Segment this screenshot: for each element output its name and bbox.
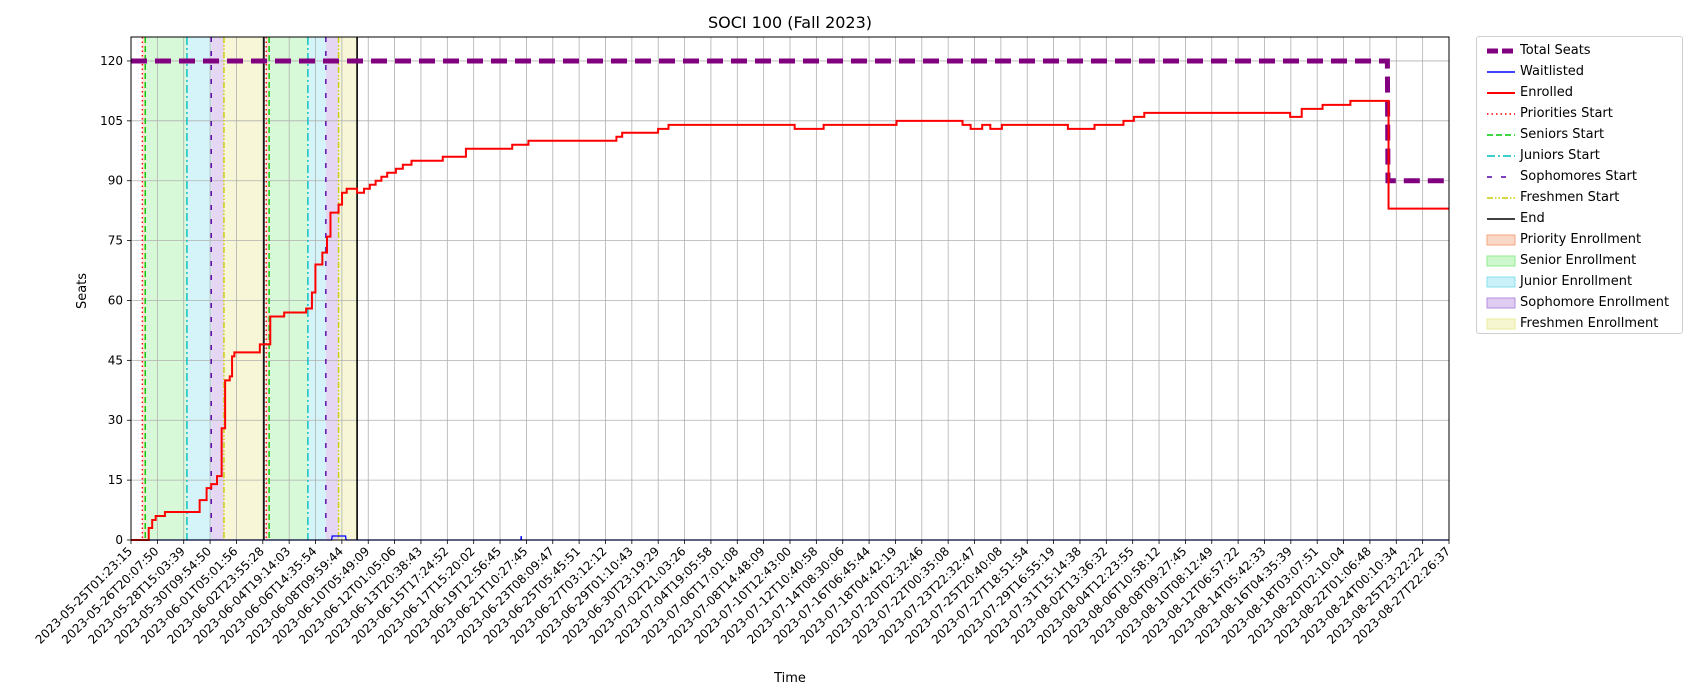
- legend-item: Junior Enrollment: [1477, 272, 1682, 293]
- legend-label: Freshmen Enrollment: [1520, 316, 1659, 331]
- legend-swatch: [1487, 48, 1515, 54]
- x-axis-label: Time: [773, 671, 806, 686]
- legend-swatch: [1487, 176, 1515, 178]
- plot-frame: [130, 36, 1450, 541]
- legend-label: Sophomore Enrollment: [1520, 295, 1670, 310]
- legend-label: Priorities Start: [1520, 106, 1613, 121]
- legend-swatch: [1487, 71, 1515, 73]
- legend-item: Priority Enrollment: [1477, 230, 1682, 251]
- span-sophomore-enrollment-1: [211, 37, 224, 540]
- y-tick-label: 15: [108, 473, 123, 487]
- span-junior-enrollment-1: [186, 37, 212, 540]
- y-tick-label: 75: [108, 234, 123, 248]
- legend-label: Freshmen Start: [1520, 190, 1620, 205]
- legend-item: Senior Enrollment: [1477, 251, 1682, 272]
- legend-label: Juniors Start: [1520, 148, 1600, 163]
- chart-legend: Total Seats Waitlisted Enrolled Priorities …: [1476, 36, 1683, 334]
- legend-item: Juniors Start: [1477, 146, 1682, 167]
- legend-item: Total Seats: [1477, 41, 1682, 62]
- span-sophomore-enrollment-2: [325, 37, 339, 540]
- legend-item: Waitlisted: [1477, 62, 1682, 83]
- legend-label: End: [1520, 211, 1545, 226]
- plot-area: [130, 37, 1450, 541]
- y-tick-label: 45: [108, 353, 123, 367]
- legend-label: Junior Enrollment: [1520, 274, 1633, 289]
- y-tick-label: 0: [115, 533, 123, 547]
- legend-label: Sophomores Start: [1520, 169, 1637, 184]
- chart-title: SOCI 100 (Fall 2023): [708, 13, 872, 32]
- legend-swatch: [1486, 234, 1516, 246]
- span-senior-enrollment-2: [269, 37, 308, 540]
- legend-swatch: [1486, 297, 1516, 309]
- span-priority-enrollment-2: [266, 37, 270, 540]
- legend-swatch: [1486, 318, 1516, 330]
- legend-label: Senior Enrollment: [1520, 253, 1637, 268]
- legend-item: Priorities Start: [1477, 104, 1682, 125]
- span-freshmen-enrollment-2: [338, 37, 358, 540]
- legend-label: Waitlisted: [1520, 64, 1585, 79]
- legend-item: Freshmen Enrollment: [1477, 314, 1682, 335]
- series-total-seats: [131, 58, 1449, 184]
- series-enrolled: [131, 99, 1449, 541]
- legend-item: Freshmen Start: [1477, 188, 1682, 209]
- legend-label: Enrolled: [1520, 85, 1573, 100]
- legend-label: Total Seats: [1520, 43, 1591, 58]
- y-tick-label: 60: [108, 293, 123, 307]
- span-priority-enrollment-1: [142, 37, 146, 540]
- span-junior-enrollment-2: [307, 37, 326, 540]
- legend-swatch: [1487, 92, 1515, 94]
- y-axis-label: Seats: [75, 273, 90, 309]
- span-freshmen-enrollment-1: [223, 37, 264, 540]
- legend-swatch: [1487, 218, 1515, 220]
- legend-swatch: [1487, 155, 1515, 157]
- legend-item: Seniors Start: [1477, 125, 1682, 146]
- y-tick-label: 30: [108, 413, 123, 427]
- legend-label: Seniors Start: [1520, 127, 1605, 142]
- y-tick-label: 120: [100, 54, 123, 68]
- legend-label: Priority Enrollment: [1520, 232, 1642, 247]
- legend-item: End: [1477, 209, 1682, 230]
- y-tick-label: 105: [100, 114, 123, 128]
- legend-item: Sophomores Start: [1477, 167, 1682, 188]
- y-tick-label: 90: [108, 174, 123, 188]
- legend-item: Sophomore Enrollment: [1477, 293, 1682, 314]
- legend-swatch: [1487, 134, 1515, 136]
- legend-swatch: [1486, 276, 1516, 288]
- legend-item: Enrolled: [1477, 83, 1682, 104]
- legend-swatch: [1486, 255, 1516, 267]
- legend-swatch: [1487, 197, 1515, 199]
- span-senior-enrollment-1: [145, 37, 187, 540]
- legend-swatch: [1487, 113, 1515, 115]
